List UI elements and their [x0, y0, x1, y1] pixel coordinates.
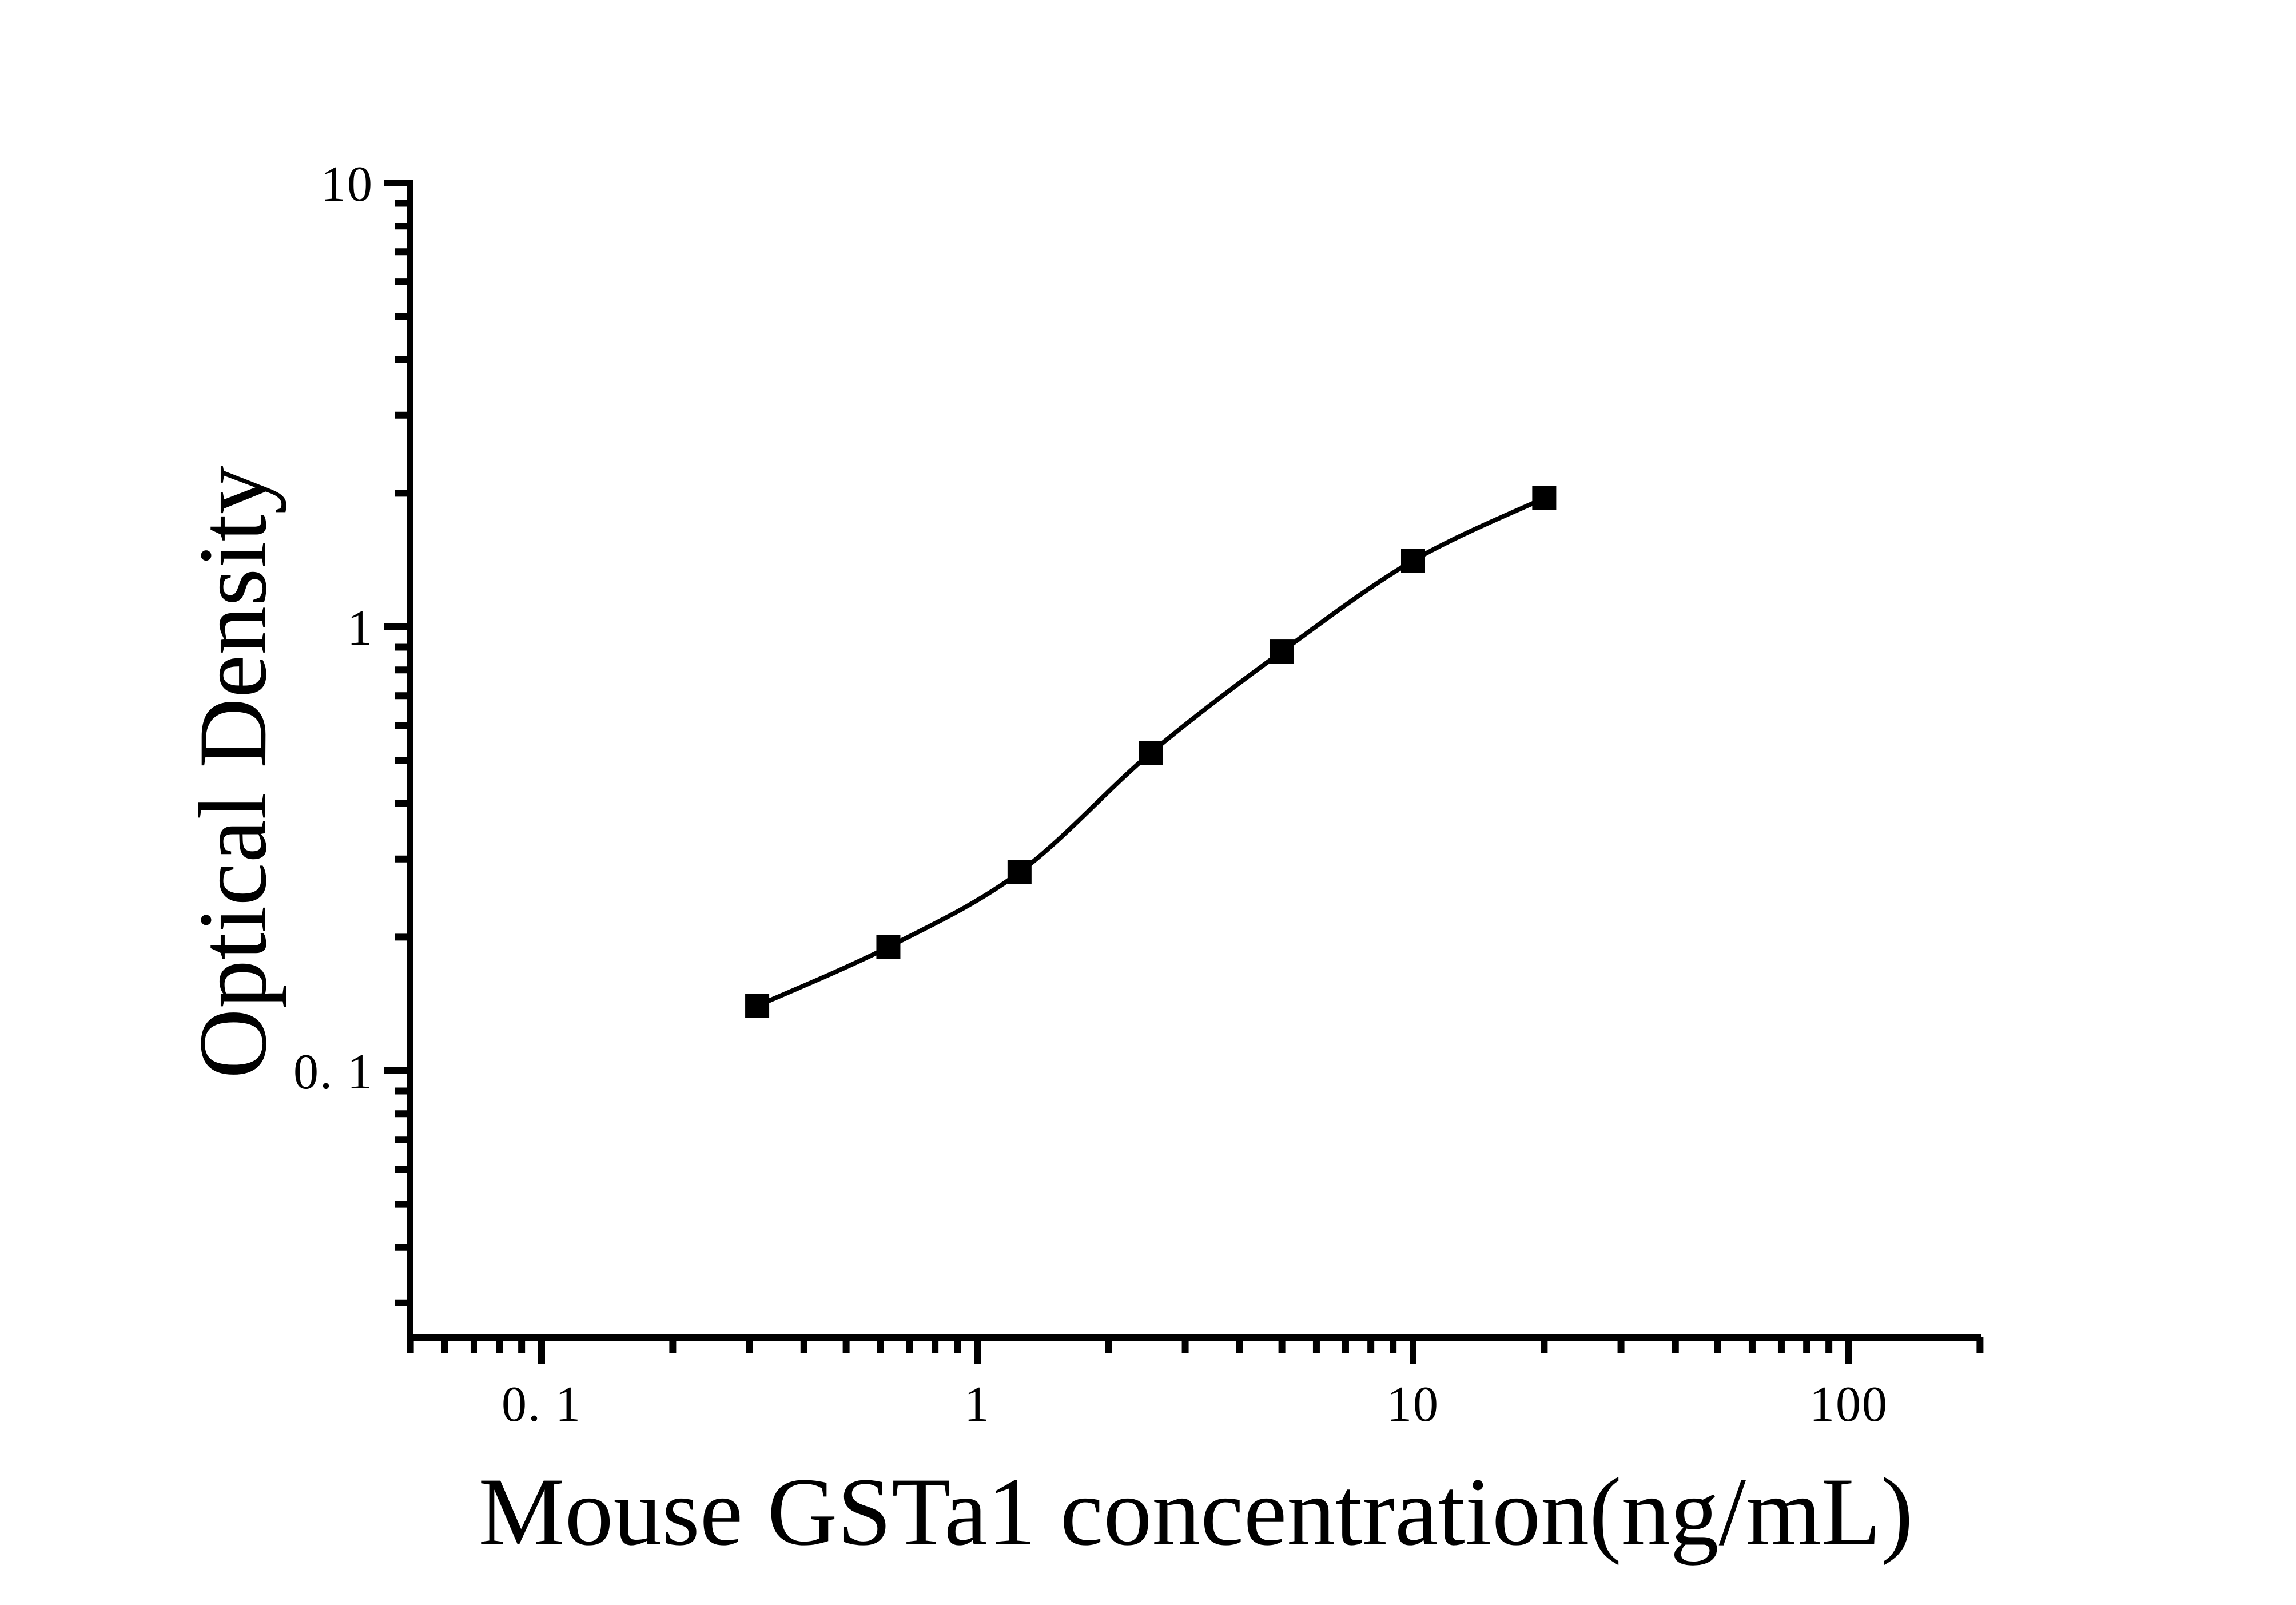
x-tick-label: 0. 1: [502, 1377, 582, 1432]
data-point-marker: [1139, 741, 1163, 765]
y-tick-label: 10: [321, 157, 373, 212]
data-point-marker: [1270, 639, 1294, 664]
x-tick-label: 1: [964, 1377, 990, 1432]
data-point-marker: [1007, 860, 1032, 885]
x-axis-ticks: [407, 1337, 1984, 1364]
x-axis-tick-labels: 0. 1 1 10 100: [502, 1377, 1888, 1432]
data-point-marker: [1401, 549, 1425, 573]
data-point-markers: [745, 486, 1557, 1018]
axis-spines: [407, 180, 1981, 1341]
y-axis-title: Optical Density: [179, 466, 286, 1079]
y-axis-ticks: [384, 180, 410, 1306]
data-point-marker: [876, 935, 901, 959]
y-tick-label: 0. 1: [293, 1044, 373, 1100]
data-point-marker: [1532, 486, 1557, 510]
y-axis-tick-labels: 10 1 0. 1: [293, 157, 373, 1100]
data-point-marker: [745, 994, 770, 1018]
x-axis-title: Mouse GSTa1 concentration(ng/mL): [478, 1458, 1913, 1566]
x-tick-label: 10: [1387, 1377, 1439, 1432]
y-tick-label: 1: [347, 601, 373, 656]
x-tick-label: 100: [1809, 1377, 1888, 1432]
